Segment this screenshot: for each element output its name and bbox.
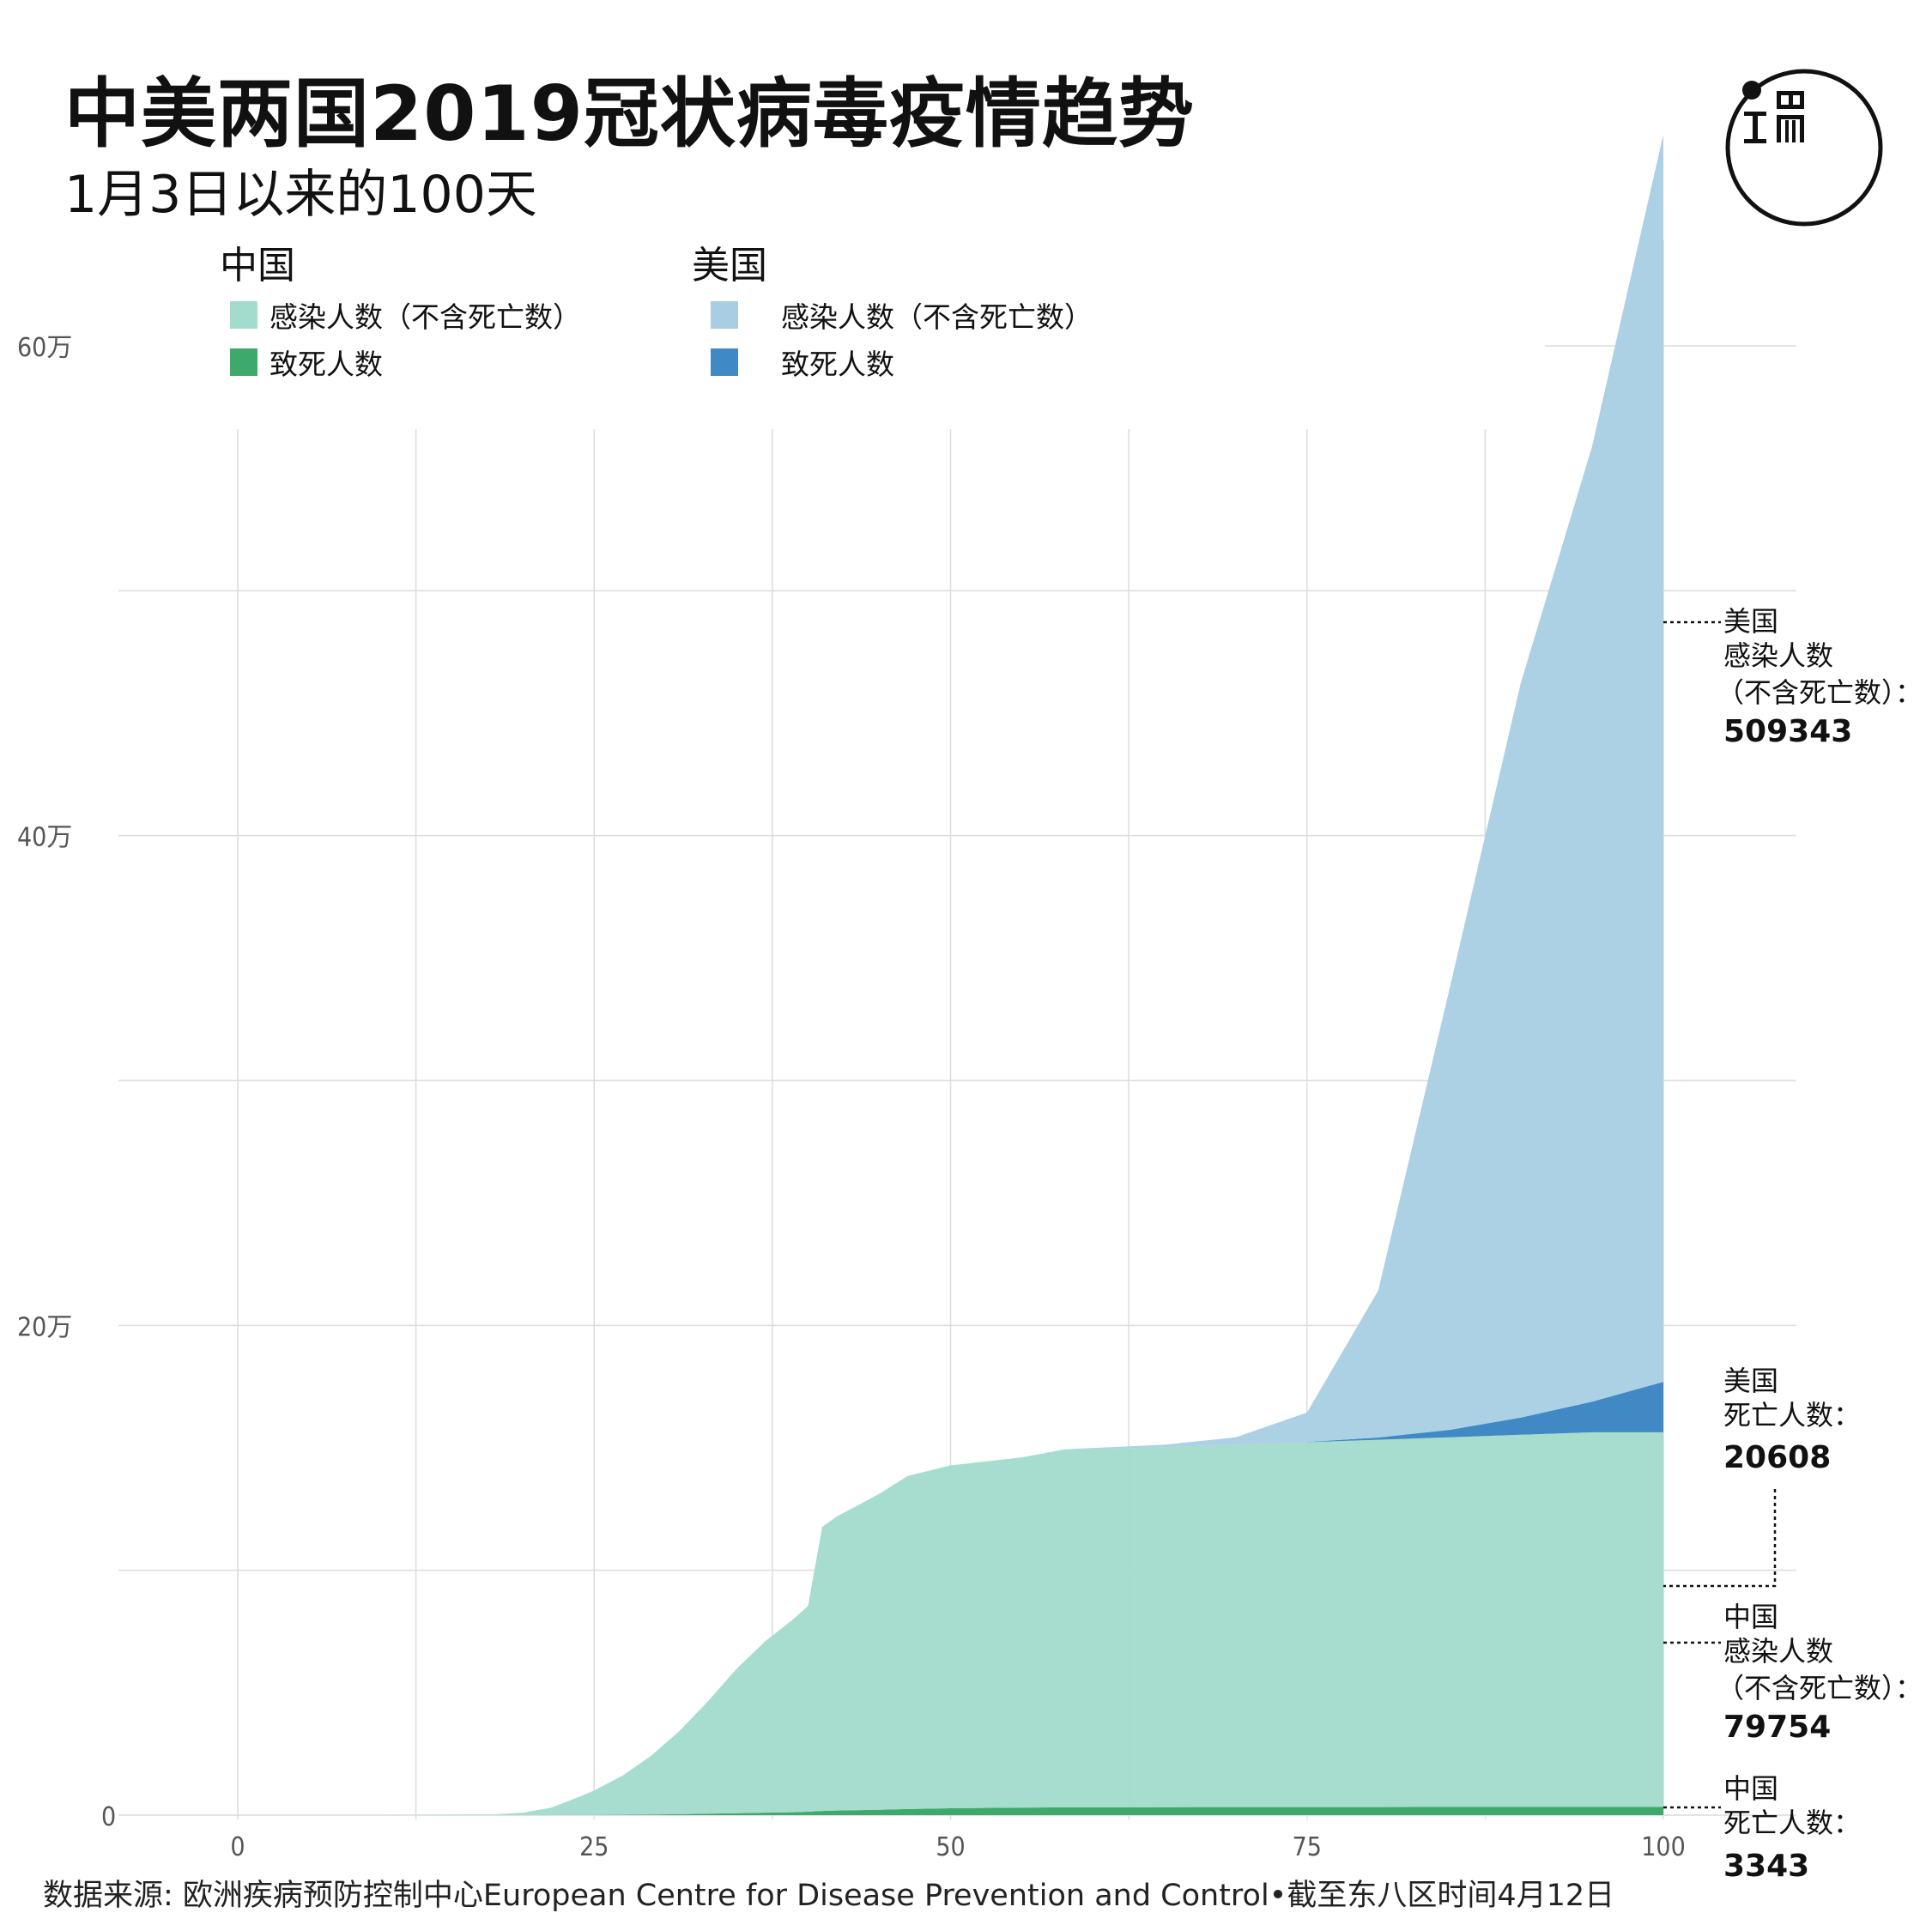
page-title: 中美两国2019冠状病毒疫情趋势 [64, 70, 1195, 158]
callout-us-infected-line2: 感染人数 [1723, 639, 1833, 672]
legend-item-usa-infected: 感染人数（不含死亡数） [711, 294, 1093, 336]
legend-item-china-infected: 感染人数（不含死亡数） [230, 294, 581, 336]
x-tick-label: 50 [936, 1832, 965, 1862]
legend-swatch [711, 348, 738, 376]
y-tick-label: 0 [101, 1802, 116, 1832]
callout-cn-infected-line3: （不含死亡数）： [1717, 1672, 1923, 1704]
area-series [238, 134, 1663, 1815]
legend-china-title: 中国 [220, 244, 295, 288]
legend-item-china-deaths: 致死人数 [230, 342, 383, 383]
callout-us-infected-value: 509343 [1723, 714, 1852, 749]
area-series-1 [238, 1432, 1663, 1815]
callout-leader-us-deaths [1663, 1489, 1777, 1588]
x-tick-label: 0 [230, 1832, 245, 1862]
x-tick-label: 75 [1293, 1832, 1322, 1862]
logo [1725, 69, 1883, 227]
legend-swatch [230, 348, 257, 376]
y-tick-label: 60万 [17, 333, 72, 363]
callout-us-deaths-value: 20608 [1723, 1440, 1831, 1475]
axis-labels: 0 20万 40万 60万 0 25 50 75 100 [17, 333, 1686, 1862]
legend-item-usa-deaths: 致死人数 [711, 342, 894, 383]
legend-label: 致死人数 [270, 348, 383, 381]
legend-usa-title: 美国 [692, 244, 767, 288]
callout-cn-deaths-line2: 死亡人数： [1723, 1807, 1861, 1839]
callout-cn-deaths-line1: 中国 [1723, 1772, 1778, 1805]
callout-cn-deaths-value: 3343 [1723, 1849, 1809, 1884]
callout-us-infected-line1: 美国 [1723, 605, 1778, 638]
callout-cn-infected-value: 79754 [1723, 1710, 1831, 1745]
legend-label: 感染人数（不含死亡数） [270, 300, 581, 334]
callout-us-deaths-line1: 美国 [1723, 1365, 1778, 1397]
callouts: 美国 感染人数 （不含死亡数）： 509343 美国 死亡人数： 20608 中… [1663, 605, 1923, 1884]
x-tick-label: 25 [579, 1832, 609, 1862]
area-series-0 [238, 1807, 1663, 1815]
page-subtitle: 1月3日以来的100天 [64, 165, 537, 225]
legend-swatch [230, 301, 257, 329]
x-tick-label: 100 [1641, 1832, 1686, 1862]
y-tick-label: 40万 [17, 823, 72, 853]
callout-us-infected-line3: （不含死亡数）： [1717, 676, 1923, 709]
legend-label: 感染人数（不含死亡数） [781, 300, 1093, 334]
y-tick-label: 20万 [17, 1312, 72, 1342]
area-series-2 [238, 1382, 1663, 1815]
source-note: 数据来源: 欧洲疾病预防控制中心European Centre for Dise… [43, 1879, 1615, 1913]
legend-swatch [711, 301, 738, 329]
callout-cn-infected-line2: 感染人数 [1723, 1635, 1833, 1668]
legend-label: 致死人数 [781, 348, 894, 381]
callout-cn-infected-line1: 中国 [1723, 1601, 1778, 1633]
callout-us-deaths-line2: 死亡人数： [1723, 1399, 1861, 1432]
